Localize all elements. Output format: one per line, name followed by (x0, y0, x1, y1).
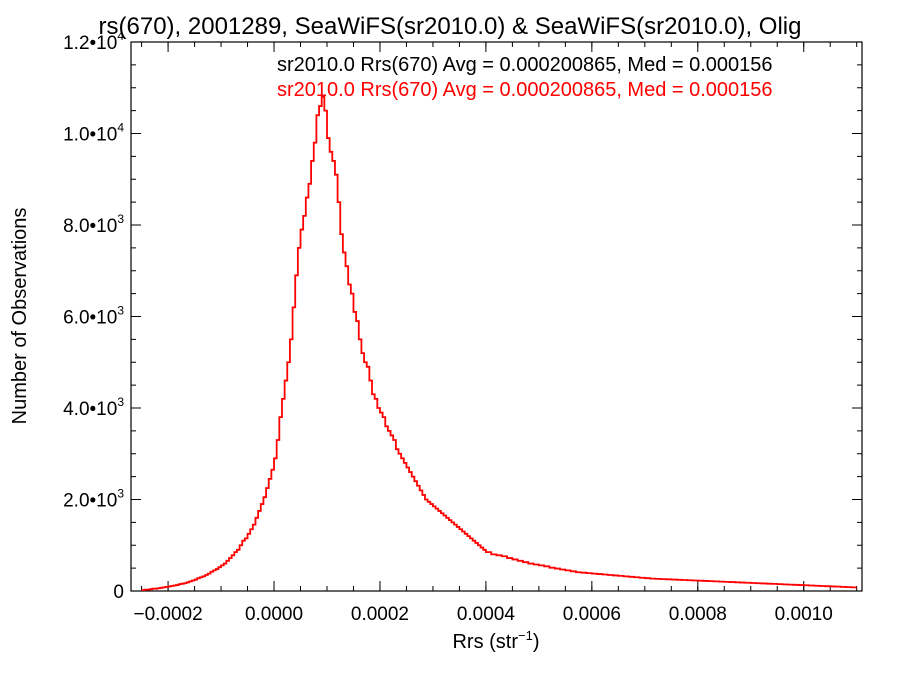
y-tick-label: 8.0•103 (63, 212, 124, 237)
y-tick-mantissa: 8.0•10 (63, 216, 117, 237)
y-axis-label: Number of Observations (9, 208, 31, 425)
y-tick-mantissa: 1.0•10 (63, 125, 117, 146)
x-tick-label: 0.0008 (669, 604, 727, 625)
histogram-series-line (141, 96, 857, 591)
y-tick-mantissa: 4.0•10 (63, 399, 117, 420)
y-tick-exponent: 3 (117, 212, 124, 226)
x-tick-label: 0.0006 (563, 604, 621, 625)
plot-area (130, 41, 863, 592)
chart-title: rs(670), 2001289, SeaWiFS(sr2010.0) & Se… (99, 13, 802, 40)
x-axis-label-exponent: −1 (518, 628, 533, 643)
x-tick-label: 0.0010 (775, 604, 833, 625)
y-tick-exponent: 3 (117, 395, 124, 409)
y-tick-exponent: 3 (117, 487, 124, 501)
y-tick-exponent: 4 (117, 29, 124, 43)
stats-annotations: sr2010.0 Rrs(670) Avg = 0.000200865, Med… (277, 54, 773, 101)
x-tick-label: 0.0002 (351, 604, 409, 625)
x-axis-label: Rrs (str−1) (452, 628, 539, 653)
x-axis-label-main: Rrs (str (452, 631, 518, 653)
plot-frame (130, 41, 863, 592)
y-tick-label: 6.0•103 (63, 304, 124, 329)
x-axis-label-tail: ) (533, 631, 540, 653)
y-tick-label: 0 (113, 582, 124, 603)
x-tick-label: −0.0002 (133, 604, 202, 625)
x-tick-label: 0.0004 (457, 604, 516, 625)
series (141, 96, 857, 591)
stats-annotation: sr2010.0 Rrs(670) Avg = 0.000200865, Med… (277, 79, 773, 101)
y-tick-label: 1.2•104 (63, 29, 124, 54)
y-tick-mantissa: 1.2•10 (63, 33, 117, 54)
y-tick-mantissa: 2.0•10 (63, 491, 117, 512)
y-tick-label: 2.0•103 (63, 487, 124, 512)
y-axis: 02.0•1034.0•1036.0•1038.0•1031.0•1041.2•… (63, 29, 862, 603)
y-tick-mantissa: 6.0•10 (63, 308, 117, 329)
y-tick-exponent: 4 (117, 121, 124, 135)
x-axis: −0.0002 0.0000 0.0002 0.0004 0.0006 0.0008 0.0… (133, 42, 858, 625)
x-tick-label: 0.0000 (245, 604, 303, 625)
y-tick-mantissa: 0 (113, 582, 124, 603)
y-tick-label: 1.0•104 (63, 121, 124, 146)
y-tick-exponent: 3 (117, 304, 124, 318)
y-tick-label: 4.0•103 (63, 395, 124, 420)
stats-annotation: sr2010.0 Rrs(670) Avg = 0.000200865, Med… (277, 54, 773, 76)
